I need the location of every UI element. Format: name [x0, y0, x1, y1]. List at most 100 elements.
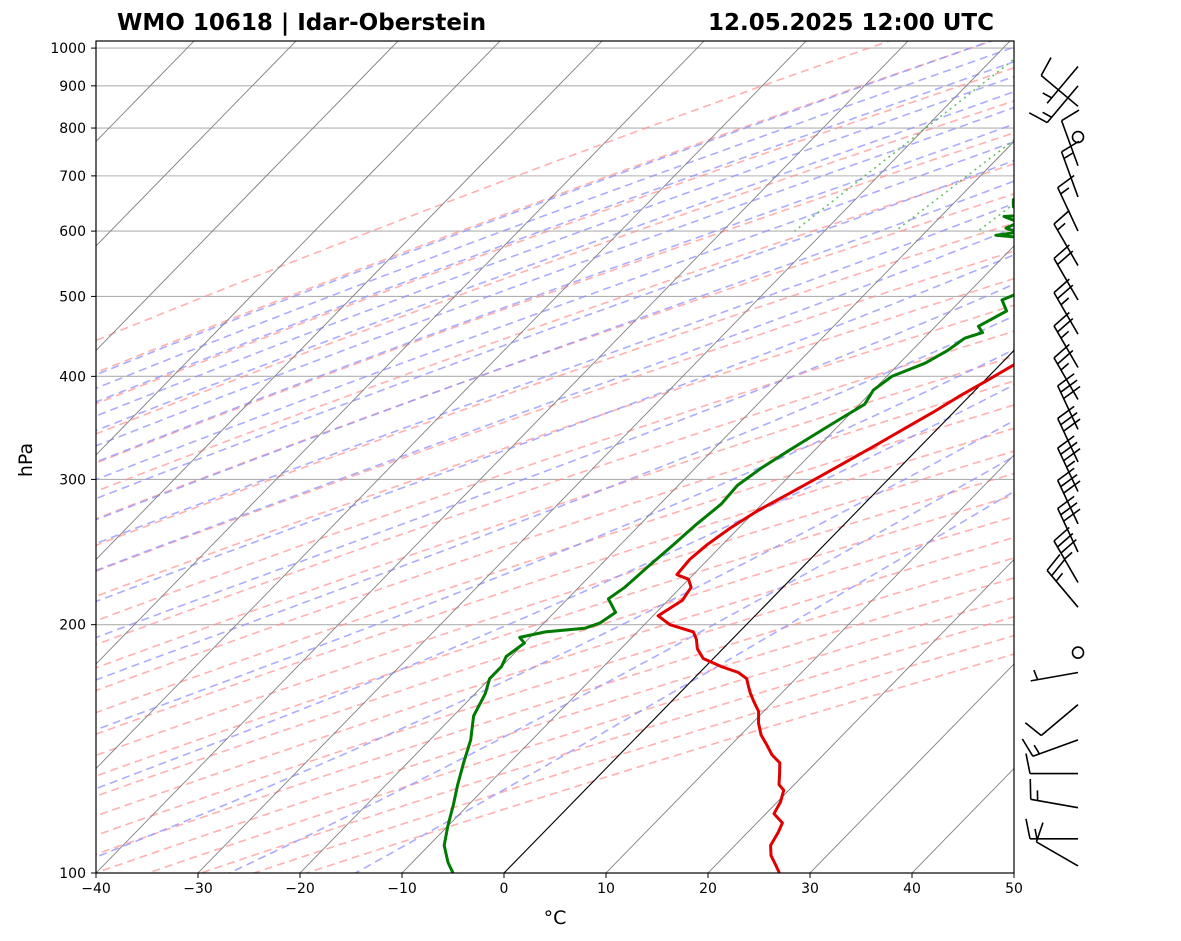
x-tick-label: −30: [183, 881, 213, 897]
wind-barb: [1040, 57, 1079, 107]
moist-adiabat: [96, 202, 1014, 545]
title-datetime: 12.05.2025 12:00 UTC: [708, 10, 994, 36]
wind-barb: [1053, 209, 1079, 266]
barb-flag: [1040, 57, 1052, 76]
isotherm: [96, 41, 297, 247]
wind-barb: [1071, 646, 1085, 659]
barb-shaft: [1046, 65, 1079, 104]
calm-circle: [1071, 130, 1085, 144]
dry-adiabat: [96, 380, 1014, 692]
barb-half: [1060, 362, 1070, 371]
x-tick-label: −20: [285, 881, 315, 897]
barb-half: [1066, 460, 1076, 468]
barb-flag: [1051, 559, 1066, 577]
barb-shaft: [1046, 85, 1079, 124]
barb-shaft: [1040, 704, 1079, 737]
barb-flag: [1060, 441, 1078, 456]
dry-adiabat: [96, 330, 1014, 646]
barb-flag: [1060, 502, 1078, 516]
barb-shaft: [1053, 292, 1079, 335]
dry-adiabat: [96, 222, 1014, 547]
barb-shaft: [1056, 418, 1079, 463]
barb-shaft: [1030, 671, 1079, 682]
isotherm: [96, 41, 807, 770]
isotherm: [96, 41, 399, 352]
isotherm: [96, 41, 705, 665]
barb-half: [1042, 111, 1053, 118]
dry-adiabat: [96, 41, 892, 342]
x-tick-label: 40: [903, 881, 921, 897]
moist-adiabat: [96, 383, 1014, 790]
wind-barb: [1029, 778, 1079, 809]
barb-half: [1042, 92, 1053, 99]
barb-half: [1063, 152, 1074, 160]
barb-half: [1060, 187, 1070, 195]
x-axis: −40 −30 −20 −10 0 10 20 30 40 50: [81, 873, 1023, 897]
barb-shaft: [1030, 798, 1079, 809]
barb-flag: [1028, 112, 1048, 124]
y-tick-label: 1000: [50, 41, 86, 57]
moist-adiabat: [96, 106, 1014, 447]
barb-flag: [1063, 385, 1081, 400]
barb-shaft: [1056, 187, 1079, 232]
barb-half: [1055, 572, 1064, 582]
moist-adiabat: [96, 75, 1014, 417]
wind-barb: [1024, 704, 1079, 737]
y-axis-label: hPa: [15, 443, 37, 477]
dry-adiabat: [96, 163, 1014, 493]
barb-flag: [1024, 722, 1042, 737]
wind-barb: [1071, 130, 1085, 144]
moist-adiabat: [96, 253, 1014, 603]
barb-flag: [1025, 753, 1031, 774]
wind-barb: [1056, 435, 1081, 492]
dry-adiabat: [96, 472, 1014, 777]
dewpoint-profile: [442, 197, 1014, 873]
profiles: [442, 197, 1014, 873]
x-tick-label: −40: [81, 881, 111, 897]
barb-flag: [1057, 405, 1075, 420]
y-tick-label: 900: [59, 79, 86, 95]
moist-adiabat: [96, 283, 1014, 639]
wind-barb: [1042, 65, 1079, 104]
barb-half: [1033, 744, 1041, 755]
barb-flag: [1025, 818, 1031, 840]
dry-adiabat: [96, 193, 1014, 520]
barb-shaft: [1032, 739, 1079, 758]
dry-adiabat: [96, 41, 995, 374]
barb-flag: [1046, 554, 1061, 571]
wind-barb: [1056, 405, 1081, 463]
wind-barb: [1021, 738, 1079, 758]
barb-shaft: [1056, 480, 1079, 525]
wind-barb: [1028, 85, 1079, 124]
dry-adiabat: [96, 250, 1014, 573]
x-tick-label: 10: [597, 881, 615, 897]
barb-flag: [1061, 109, 1080, 122]
barb-half: [1060, 297, 1070, 306]
isotherm: [96, 41, 909, 873]
barb-shaft: [1046, 569, 1079, 608]
moist-adiabat: [96, 46, 1014, 390]
y-tick-label: 700: [59, 169, 86, 185]
y-axis: 100 200 300 400 500 600 700 800 900 1000: [50, 41, 96, 882]
barb-shaft: [1056, 385, 1079, 430]
wind-barb: [1025, 753, 1078, 775]
temperature-profile: [656, 363, 1014, 873]
wind-barb: [1025, 818, 1078, 840]
isotherm: [299, 140, 1014, 873]
barb-shaft: [1053, 223, 1079, 266]
moist-adiabat: [96, 227, 1014, 572]
dry-adiabat: [96, 277, 1014, 598]
barb-flag: [1063, 480, 1081, 494]
barb-shaft: [1056, 508, 1079, 553]
x-tick-label: −10: [387, 881, 417, 897]
barb-flag: [1063, 418, 1081, 432]
barb-shaft: [1053, 540, 1079, 583]
barb-half: [1033, 669, 1039, 680]
barb-shaft: [1040, 74, 1079, 107]
dry-adiabat: [96, 515, 1014, 817]
isotherm: [401, 245, 1014, 873]
wind-barb: [1056, 495, 1081, 553]
dry-adiabat: [96, 132, 1014, 464]
barb-half: [1060, 330, 1070, 339]
